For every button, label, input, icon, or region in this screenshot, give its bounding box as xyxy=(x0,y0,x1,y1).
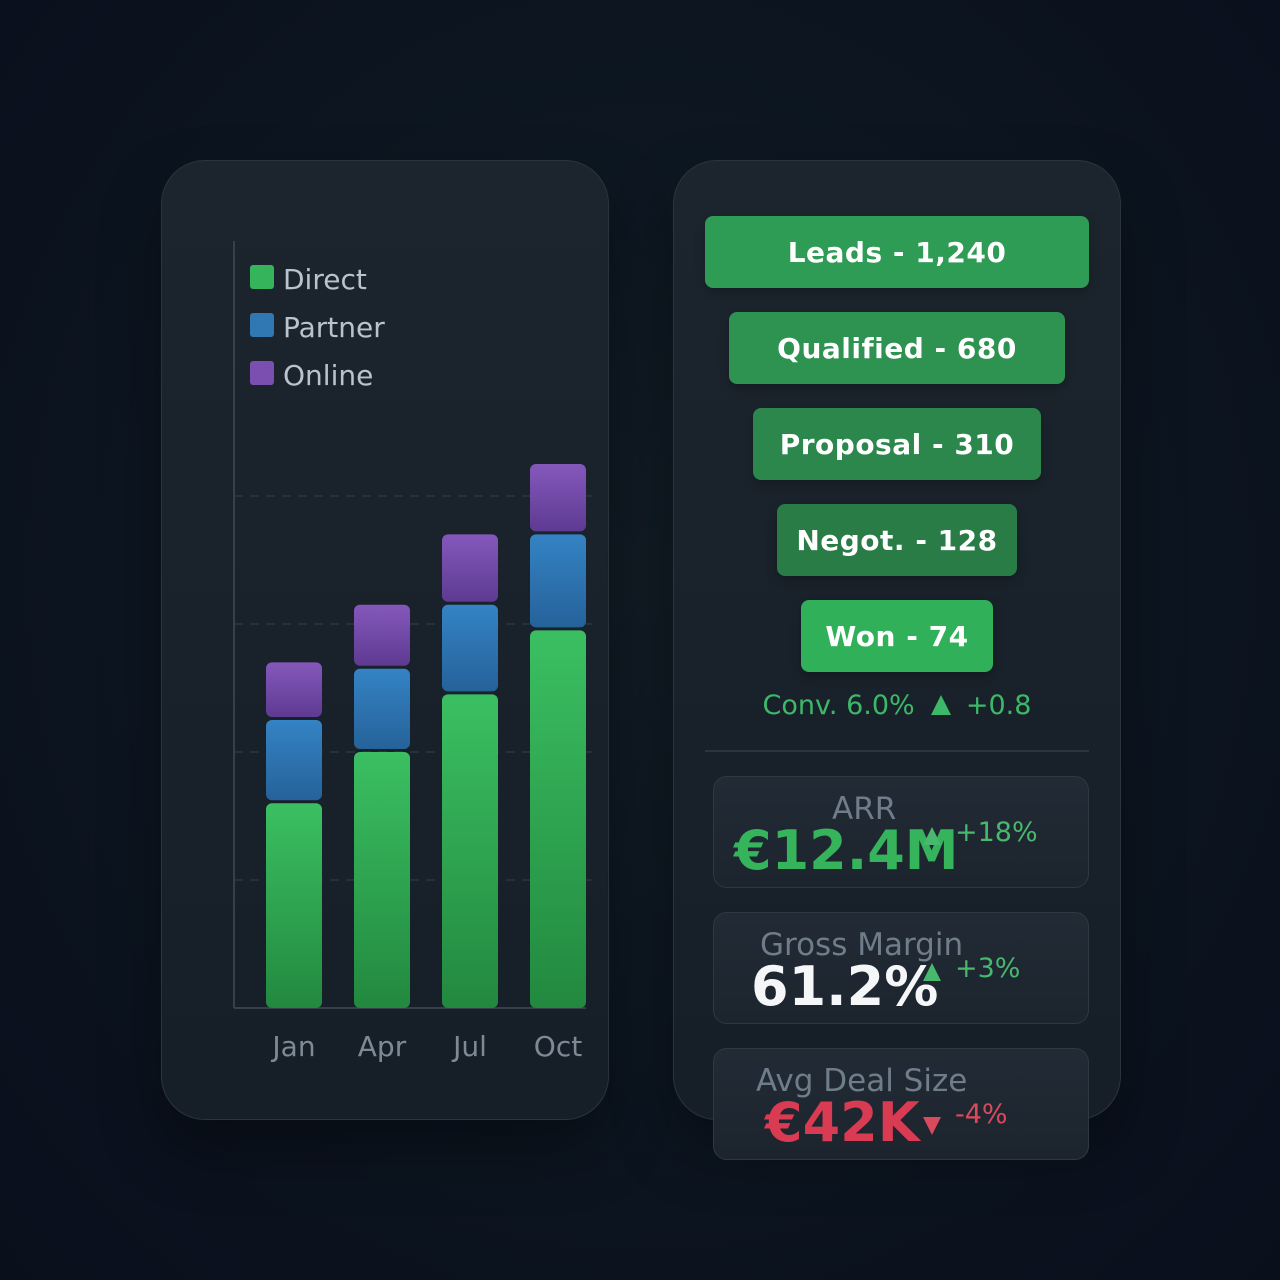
bar-segment-direct[interactable] xyxy=(354,752,410,1008)
bar-segment-partner[interactable] xyxy=(442,604,498,692)
legend-label: Online xyxy=(283,359,373,392)
kpi-card-gross-margin[interactable]: Gross Margin 61.2% +3% xyxy=(713,912,1089,1024)
trend-up-icon xyxy=(931,695,952,715)
kpi-delta: -4% xyxy=(955,1099,1008,1130)
bar-segment-direct[interactable] xyxy=(530,630,586,1008)
funnel-stage-leads[interactable]: Leads - 1,240 xyxy=(705,216,1089,288)
funnel-stage-negotiation[interactable]: Negot. - 128 xyxy=(777,504,1017,576)
kpi-value: 61.2% xyxy=(751,955,939,1018)
bar-segment-online[interactable] xyxy=(442,534,498,602)
conversion-rate: Conv. 6.0% +0.8 xyxy=(705,690,1089,721)
legend-swatch xyxy=(250,265,274,289)
trend-down-icon xyxy=(923,1117,941,1135)
chart-panel: Jan Apr Jul Oct Direct Partner Online xyxy=(161,160,609,1120)
kpi-delta: +3% xyxy=(955,953,1021,984)
kpi-label: Avg Deal Size xyxy=(756,1063,968,1099)
stacked-bar-chart: Jan Apr Jul Oct Direct Partner Online xyxy=(233,241,592,1063)
kpi-card-arr[interactable]: ARR €12.4M +18% xyxy=(713,776,1089,888)
x-axis-labels: Jan Apr Jul Oct xyxy=(270,1030,582,1063)
bar-segment-partner[interactable] xyxy=(530,534,586,628)
conversion-delta: +0.8 xyxy=(965,690,1032,721)
chart-legend: Direct Partner Online xyxy=(250,263,385,392)
kpi-card-avg-deal-size[interactable]: Avg Deal Size €42K -4% xyxy=(713,1048,1089,1160)
x-tick-label: Apr xyxy=(358,1030,407,1063)
bar-segment-online[interactable] xyxy=(530,464,586,532)
kpi-label: ARR xyxy=(832,791,897,827)
kpi-value: €12.4M xyxy=(734,819,959,882)
bar-segment-online[interactable] xyxy=(266,662,322,717)
conversion-value: Conv. 6.0% xyxy=(762,690,915,721)
bar-segment-partner[interactable] xyxy=(266,720,322,801)
x-tick-label: Jul xyxy=(451,1030,487,1063)
funnel-stage-won[interactable]: Won - 74 xyxy=(801,600,993,672)
legend-swatch xyxy=(250,361,274,385)
kpi-delta: +18% xyxy=(955,817,1038,848)
kpi-value: €42K xyxy=(765,1091,920,1154)
chart-grid xyxy=(234,495,592,881)
legend-label: Direct xyxy=(283,263,367,296)
kpi-label: Gross Margin xyxy=(760,927,964,963)
x-tick-label: Oct xyxy=(534,1030,582,1063)
chart-bars xyxy=(266,464,586,1008)
x-tick-label: Jan xyxy=(270,1030,315,1063)
legend-label: Partner xyxy=(283,311,385,344)
bar-segment-direct[interactable] xyxy=(266,803,322,1008)
funnel-stage-proposal[interactable]: Proposal - 310 xyxy=(753,408,1041,480)
trend-up-icon xyxy=(923,963,941,981)
bar-segment-online[interactable] xyxy=(354,604,410,666)
legend-swatch xyxy=(250,313,274,337)
trend-up-icon xyxy=(923,827,941,845)
funnel-stage-qualified[interactable]: Qualified - 680 xyxy=(729,312,1065,384)
bar-segment-direct[interactable] xyxy=(442,694,498,1008)
bar-segment-partner[interactable] xyxy=(354,668,410,749)
section-divider xyxy=(705,750,1089,752)
